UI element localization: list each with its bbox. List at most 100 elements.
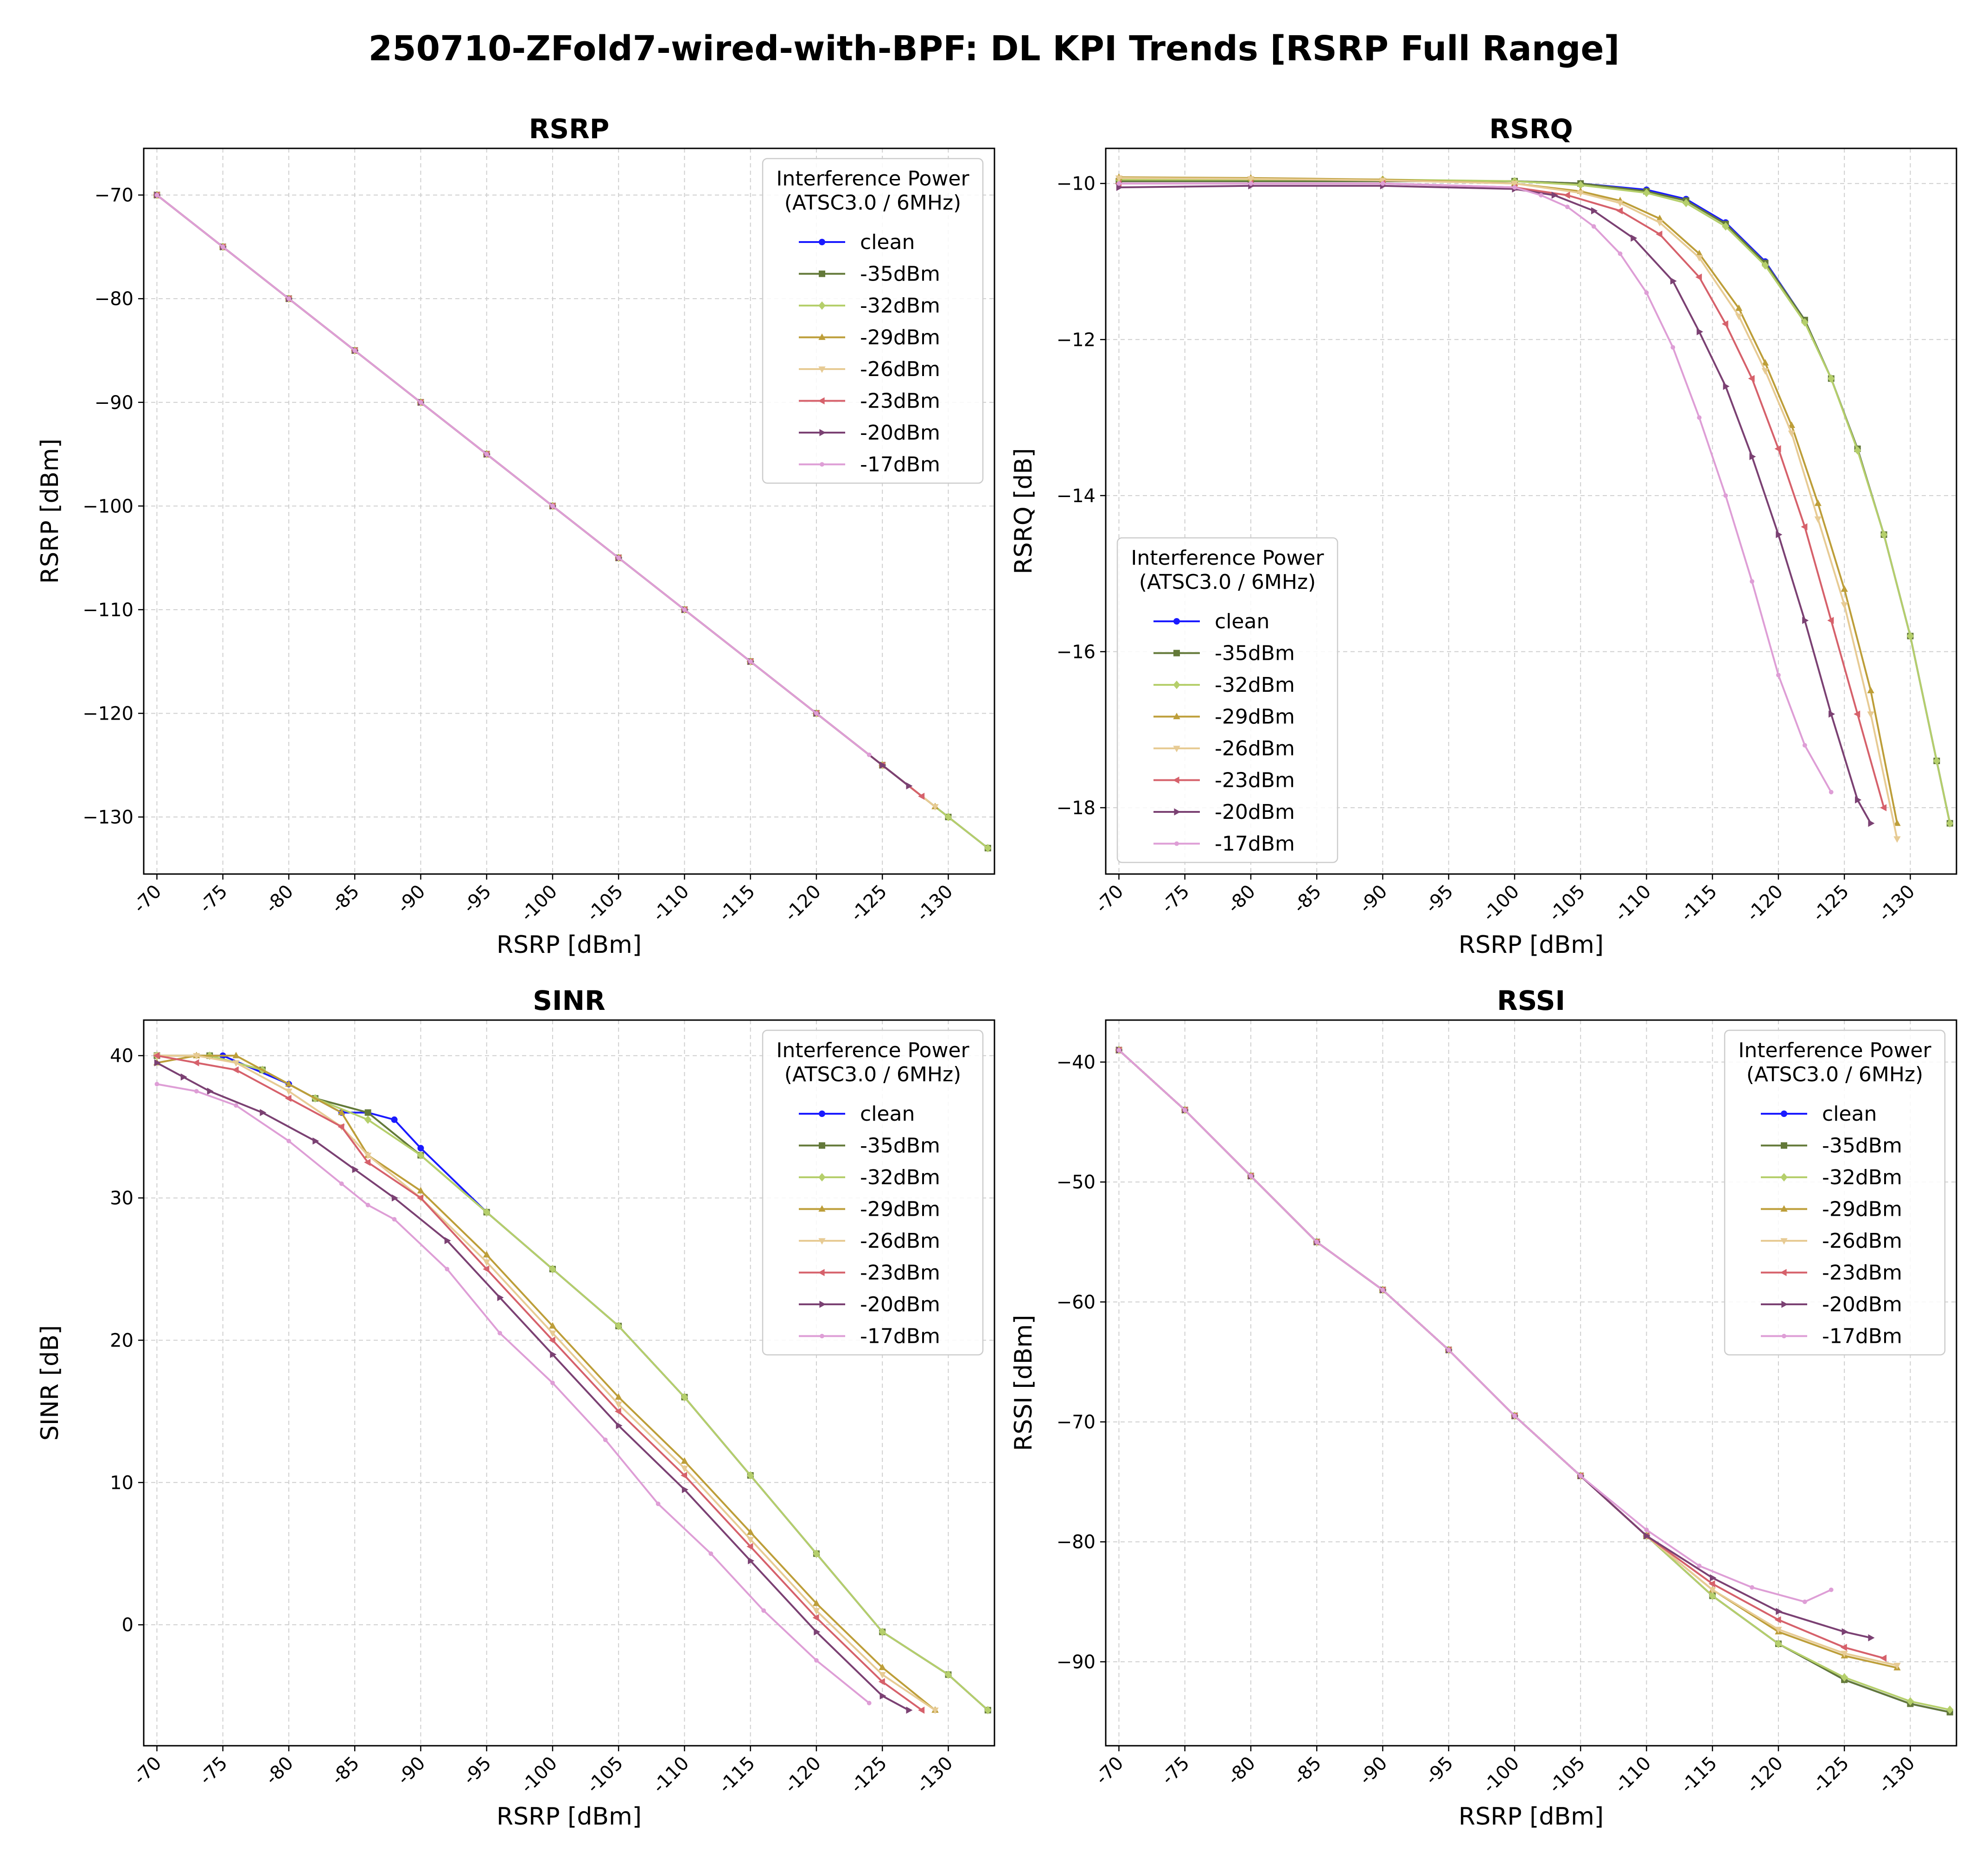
data-point--29dBm <box>746 1528 754 1535</box>
x-tick-label: -120 <box>780 1753 825 1798</box>
x-tick-label: -130 <box>912 1753 957 1798</box>
y-tick-label: −12 <box>1057 329 1096 351</box>
legend-entry-clean: clean <box>860 1102 915 1126</box>
data-point--23dBm <box>918 792 925 800</box>
data-point--20dBm <box>616 1422 623 1430</box>
x-tick-label: -110 <box>1611 1753 1656 1798</box>
data-point--20dBm <box>1802 617 1809 624</box>
legend-entry--35dBm: -35dBm <box>860 1134 940 1158</box>
data-point--17dBm <box>484 452 489 457</box>
data-point--26dBm <box>549 1330 556 1337</box>
x-tick-label: -100 <box>516 881 561 926</box>
data-point--17dBm <box>352 348 357 353</box>
x-tick-label: -120 <box>1742 881 1787 926</box>
data-point--17dBm <box>1776 672 1781 677</box>
data-point--23dBm <box>1695 273 1702 281</box>
data-point--17dBm <box>748 659 753 664</box>
y-tick-label: −60 <box>1057 1292 1096 1313</box>
x-tick-label: -115 <box>1676 1753 1721 1798</box>
data-point--17dBm <box>1723 493 1728 498</box>
data-point--23dBm <box>417 1194 424 1202</box>
data-point--17dBm <box>1565 204 1570 210</box>
data-point--23dBm <box>1774 1616 1781 1624</box>
x-tick-label: -70 <box>1091 881 1128 918</box>
data-point--17dBm <box>1802 1599 1807 1604</box>
legend-entry--20dBm: -20dBm <box>860 421 940 445</box>
data-point--32dBm <box>1577 180 1584 190</box>
data-point--17dBm <box>445 1267 450 1271</box>
data-point--23dBm <box>1708 1580 1715 1588</box>
legend-title: Interference Power <box>776 1039 969 1062</box>
data-point--26dBm <box>1247 176 1255 183</box>
data-point--17dBm <box>682 607 687 612</box>
legend: Interference Power(ATSC3.0 / 6MHz) clean -… <box>762 1029 984 1356</box>
data-point--17dBm <box>1249 1174 1253 1179</box>
x-tick-label: -85 <box>327 881 364 918</box>
series-line--20dBm <box>1119 185 1872 824</box>
y-tick-label: 10 <box>110 1472 134 1493</box>
x-tick-label: -120 <box>1742 1753 1787 1798</box>
x-tick-label: -125 <box>847 881 892 926</box>
y-tick-label: −70 <box>95 185 134 206</box>
legend-subtitle: (ATSC3.0 / 6MHz) <box>784 191 961 215</box>
legend-entry--26dBm: -26dBm <box>1215 737 1295 760</box>
series-line--32dBm <box>1119 179 1951 824</box>
data-point--26dBm <box>1115 175 1123 182</box>
data-point--23dBm <box>1616 207 1623 215</box>
series-line--20dBm <box>156 1062 910 1711</box>
y-tick-label: 0 <box>122 1615 134 1636</box>
data-point--20dBm <box>879 1692 886 1700</box>
x-tick-label: -130 <box>1874 881 1919 926</box>
data-point--32dBm <box>483 1208 491 1217</box>
data-point--17dBm <box>1750 579 1754 584</box>
data-point-clean <box>417 1145 424 1152</box>
data-point--26dBm <box>232 1060 240 1067</box>
x-tick-label: -80 <box>261 881 298 918</box>
x-tick-label: -120 <box>780 881 825 926</box>
data-point--23dBm <box>548 1336 555 1344</box>
data-point--32dBm <box>1775 1640 1782 1648</box>
legend: Interference Power(ATSC3.0 / 6MHz) clean -… <box>762 158 984 484</box>
data-point--32dBm <box>1643 188 1650 198</box>
subplot-title: RSRP <box>529 113 610 145</box>
subplot-title: RSRQ <box>1489 113 1573 145</box>
data-point--32dBm <box>1906 632 1914 640</box>
x-tick-label: -105 <box>1545 1753 1590 1798</box>
data-point--23dBm <box>878 1678 885 1685</box>
data-point--26dBm <box>1379 178 1387 185</box>
data-point--26dBm <box>1577 190 1584 197</box>
data-point--26dBm <box>1814 516 1822 523</box>
legend-entry--20dBm: -20dBm <box>860 1293 940 1316</box>
data-point--17dBm <box>867 1701 872 1705</box>
data-point--32dBm <box>984 844 992 853</box>
data-point-clean <box>391 1116 398 1123</box>
y-tick-label: −90 <box>95 392 134 414</box>
y-tick-label: −120 <box>83 703 134 724</box>
legend-entry--17dBm: -17dBm <box>860 453 940 477</box>
data-point--20dBm <box>207 1087 214 1095</box>
data-point--20dBm <box>1829 710 1835 718</box>
x-tick-label: -80 <box>1223 881 1260 918</box>
data-point--32dBm <box>1722 222 1729 231</box>
data-point--20dBm <box>682 1486 688 1493</box>
data-point--17dBm <box>287 296 291 301</box>
data-point--23dBm <box>681 1472 688 1479</box>
data-point--20dBm <box>1551 191 1558 199</box>
legend-title: Interference Power <box>1738 1039 1931 1062</box>
data-point--17dBm <box>1697 1564 1702 1568</box>
data-point--26dBm <box>1656 220 1663 227</box>
data-point--26dBm <box>1616 200 1624 207</box>
data-point--32dBm <box>813 1549 820 1558</box>
data-point--17dBm <box>365 1203 370 1207</box>
data-point--29dBm <box>879 1663 886 1670</box>
legend-entry--17dBm: -17dBm <box>860 1325 940 1348</box>
data-point--23dBm <box>232 1066 239 1074</box>
x-tick-label: -70 <box>129 881 166 918</box>
x-tick-label: -90 <box>393 1753 430 1789</box>
data-point--17dBm <box>234 1103 239 1108</box>
subplot-title: RSSI <box>1497 985 1565 1016</box>
x-tick-label: -105 <box>583 1753 628 1798</box>
y-tick-label: −14 <box>1057 485 1096 507</box>
data-point--32dBm <box>879 1627 886 1636</box>
legend-entry--32dBm: -32dBm <box>1822 1166 1902 1189</box>
